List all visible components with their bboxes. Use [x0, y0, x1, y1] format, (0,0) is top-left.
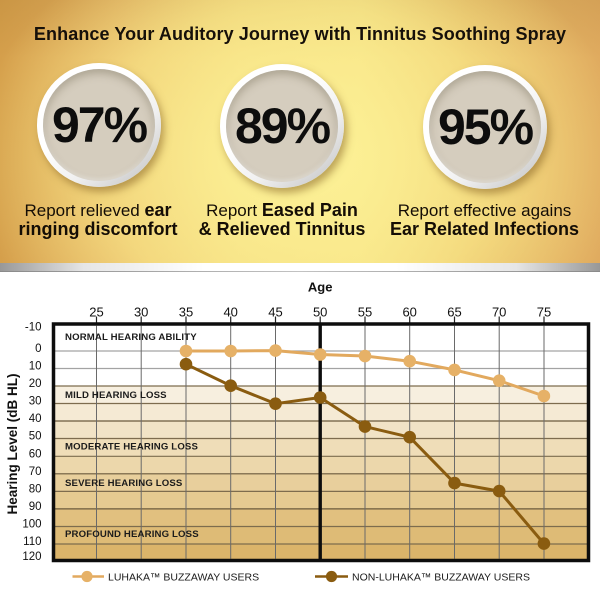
svg-text:55: 55: [358, 305, 372, 320]
svg-text:20: 20: [29, 378, 42, 390]
svg-text:70: 70: [29, 466, 42, 478]
svg-text:0: 0: [35, 343, 41, 355]
svg-text:SEVERE HEARING LOSS: SEVERE HEARING LOSS: [65, 478, 183, 489]
svg-text:NORMAL HEARING ABILITY: NORMAL HEARING ABILITY: [65, 332, 197, 343]
svg-text:LUHAKA™ BUZZAWAY USERS: LUHAKA™ BUZZAWAY USERS: [108, 572, 259, 584]
svg-text:65: 65: [447, 305, 461, 320]
svg-text:50: 50: [29, 431, 42, 443]
svg-text:90: 90: [29, 501, 42, 513]
svg-text:MILD HEARING LOSS: MILD HEARING LOSS: [65, 390, 167, 401]
svg-text:100: 100: [22, 519, 41, 531]
svg-text:45: 45: [268, 305, 282, 320]
svg-text:60: 60: [402, 305, 416, 320]
svg-text:PROFOUND HEARING LOSS: PROFOUND HEARING LOSS: [65, 529, 199, 540]
svg-text:Age: Age: [308, 280, 333, 295]
svg-text:MODERATE HEARING LOSS: MODERATE HEARING LOSS: [65, 442, 198, 453]
svg-text:40: 40: [223, 305, 237, 320]
svg-text:25: 25: [89, 305, 103, 320]
svg-text:75: 75: [537, 305, 551, 320]
svg-text:NON-LUHAKA™ BUZZAWAY USERS: NON-LUHAKA™ BUZZAWAY USERS: [352, 572, 530, 584]
svg-text:-10: -10: [25, 322, 42, 334]
svg-text:60: 60: [29, 448, 42, 460]
svg-text:50: 50: [313, 305, 327, 320]
svg-text:80: 80: [29, 483, 42, 495]
svg-text:110: 110: [23, 536, 41, 548]
svg-text:70: 70: [492, 305, 506, 320]
svg-text:10: 10: [29, 361, 42, 373]
svg-text:30: 30: [29, 396, 42, 408]
svg-text:35: 35: [179, 305, 193, 320]
svg-text:Hearing Level (dB HL): Hearing Level (dB HL): [5, 373, 20, 514]
svg-text:30: 30: [134, 305, 148, 320]
svg-text:40: 40: [29, 413, 42, 425]
svg-text:120: 120: [22, 551, 41, 563]
